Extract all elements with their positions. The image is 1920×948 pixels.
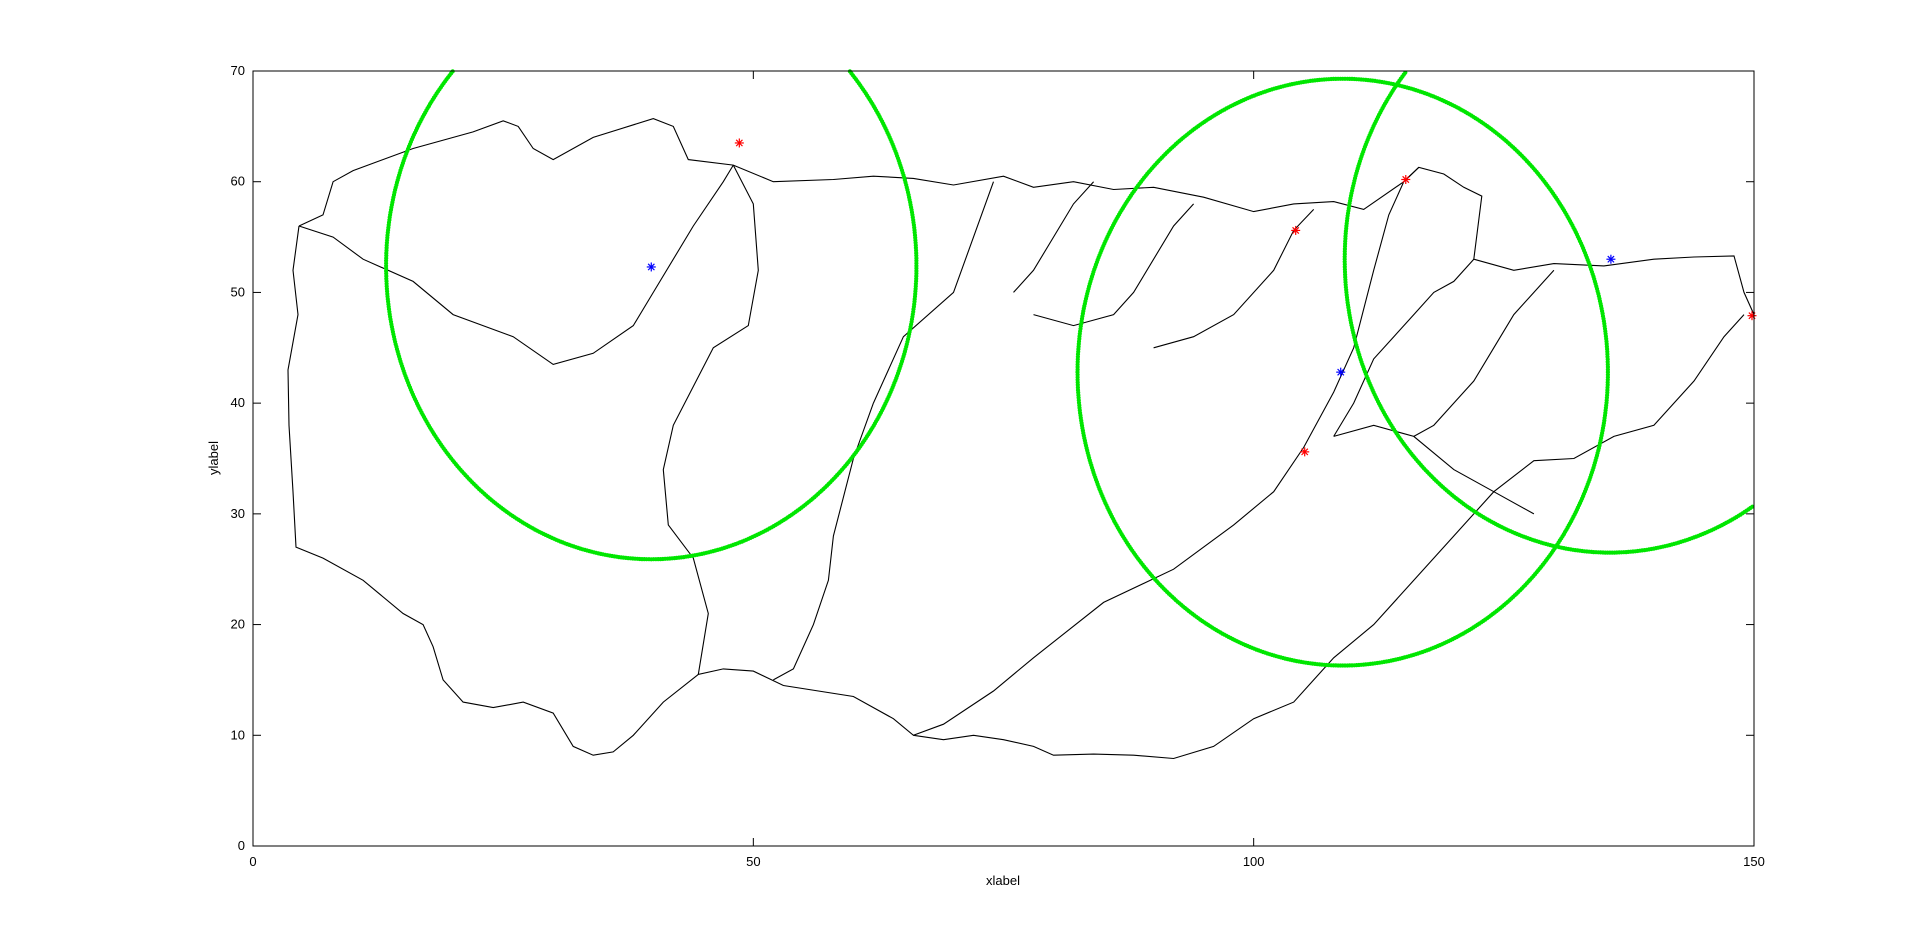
y-tick-label: 70 [231, 63, 245, 78]
x-tick-label: 0 [249, 854, 256, 869]
boundary-line-8 [1013, 181, 1095, 293]
x-axis-label: xlabel [986, 873, 1020, 888]
y-tick-label: 10 [231, 727, 245, 742]
boundary-line-2 [298, 164, 734, 365]
circle-dot [1750, 504, 1755, 509]
boundary-line-3 [662, 164, 1420, 736]
y-tick-label: 0 [238, 838, 245, 853]
y-tick-label: 20 [231, 617, 245, 632]
y-axis-label: ylabel [206, 441, 221, 475]
y-axis: 0 10 20 30 40 50 60 70 [231, 63, 1754, 853]
red-point-3 [1401, 175, 1411, 184]
circle-1 [384, 69, 919, 562]
plot-frame [252, 70, 1755, 847]
coverage-circles [384, 69, 1755, 668]
boundary-line-13 [1413, 269, 1555, 437]
x-axis: 0 50 100 150 [249, 71, 1765, 869]
plot-background [253, 71, 1754, 846]
boundary-line-5 [913, 314, 1745, 760]
y-tick-label: 40 [231, 395, 245, 410]
boundary-line-10 [1153, 209, 1315, 349]
red-point-5 [1747, 311, 1757, 321]
boundary-line-11 [1333, 258, 1475, 437]
blue-point-2 [1336, 367, 1346, 377]
y-tick-label: 60 [231, 174, 245, 189]
circle-2 [1075, 76, 1610, 668]
blue-point-3 [1606, 254, 1616, 264]
x-tick-label: 100 [1243, 854, 1265, 869]
blue-point-1 [646, 262, 656, 272]
red-point-1 [734, 138, 744, 148]
circle-dot [914, 266, 919, 271]
red-point-2 [1291, 225, 1301, 235]
boundary-line-9 [1033, 203, 1195, 327]
circle-3 [1342, 70, 1755, 555]
x-tick-label: 150 [1743, 854, 1765, 869]
y-tick-label: 50 [231, 284, 245, 299]
boundary-line-1 [298, 118, 1755, 315]
x-tick-label: 50 [746, 854, 760, 869]
circle-dot [1605, 372, 1610, 377]
boundary-line-4 [287, 225, 699, 756]
y-tick-label: 30 [231, 506, 245, 521]
boundary-line-7 [872, 181, 995, 404]
boundary-line-12 [1333, 424, 1535, 515]
red-point-4 [1300, 447, 1310, 457]
